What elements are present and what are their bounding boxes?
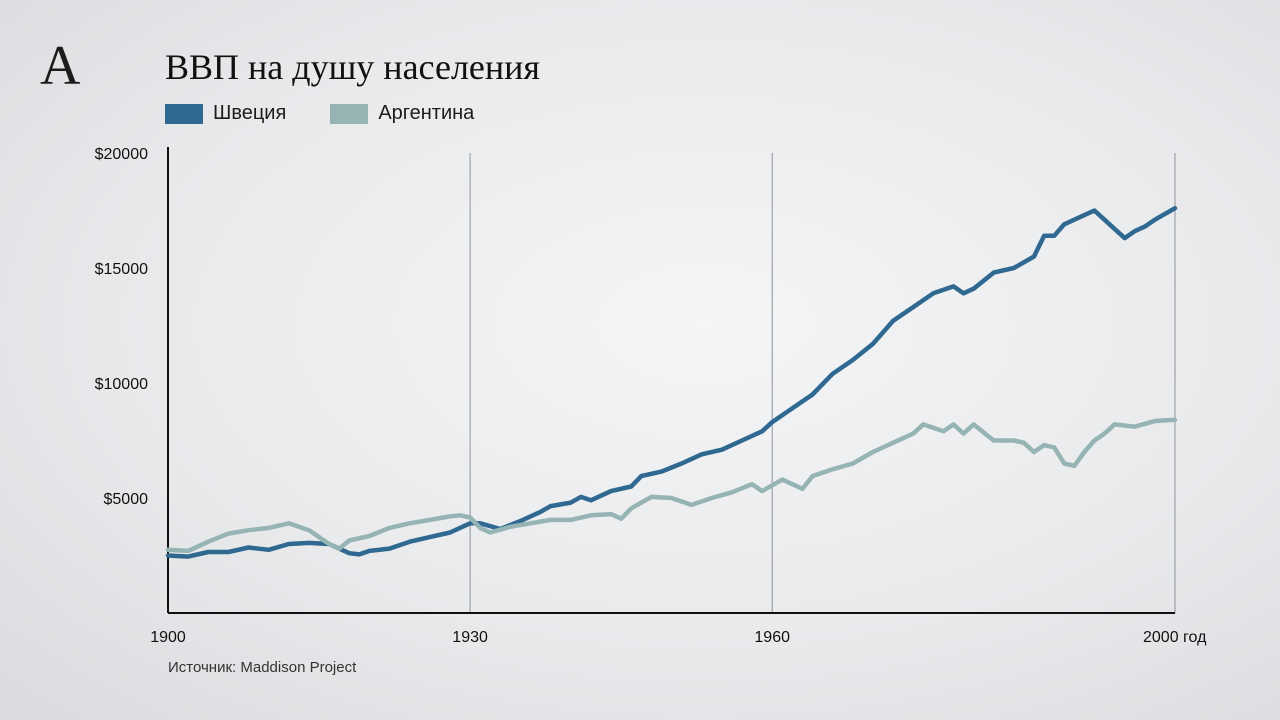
legend-label-argentina: Аргентина — [378, 102, 475, 124]
gridlines — [469, 153, 1176, 613]
x-tick-label: 2000 год — [1143, 629, 1207, 646]
publisher-logo: А — [40, 35, 81, 97]
y-tick-label: $5000 — [104, 491, 149, 508]
chart-title: ВВП на душу населения — [165, 47, 540, 87]
y-tick-label: $20000 — [95, 146, 148, 163]
legend-swatch-sweden — [165, 103, 203, 124]
x-tick-label: 1930 — [452, 629, 488, 646]
x-tick-label: 1960 — [754, 629, 790, 646]
legend-swatch-argentina — [330, 103, 369, 124]
legend-label-sweden: Швеция — [213, 102, 287, 124]
axes — [167, 147, 1175, 614]
y-tick-label: $15000 — [95, 261, 148, 278]
series-line-0 — [165, 205, 1178, 559]
y-tick-label: $10000 — [95, 376, 148, 393]
tick-labels: $5000 $10000 $15000 $20000 1900 1930 1960 2000 … — [95, 146, 1207, 646]
source-note: Источник: Maddison Project — [168, 659, 357, 676]
x-tick-label: 1900 — [150, 629, 186, 646]
chart-legend: Швеция Аргентина — [165, 102, 518, 125]
series-line-1 — [165, 417, 1178, 554]
legend-item-argentina: Аргентина — [330, 102, 474, 125]
series-lines — [165, 205, 1178, 559]
legend-item-sweden: Швеция — [165, 102, 286, 125]
